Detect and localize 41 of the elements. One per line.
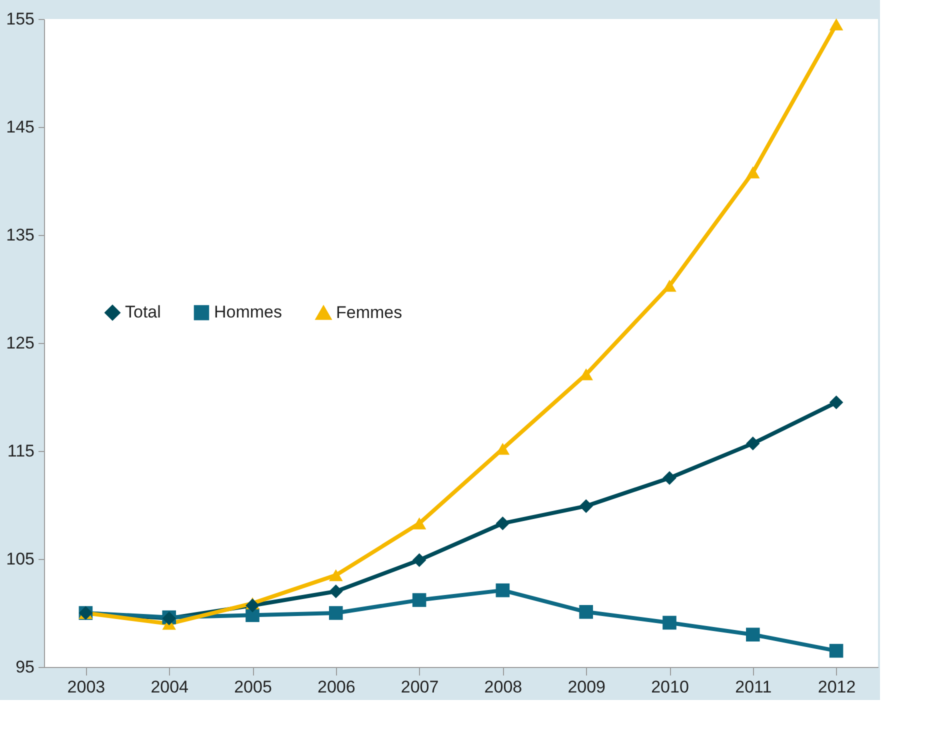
x-tick-label: 2006: [317, 678, 356, 696]
point: [579, 605, 593, 619]
point: [746, 436, 760, 450]
point: [496, 583, 510, 598]
legend-label: Total: [125, 302, 161, 322]
point: [662, 280, 676, 292]
y-tick-label: 125: [6, 334, 34, 352]
point: [496, 516, 510, 530]
y-tick-label: 135: [6, 226, 34, 244]
y-tick-label: 95: [16, 658, 34, 676]
point: [329, 569, 343, 582]
point: [746, 166, 760, 178]
legend-label: Hommes: [214, 302, 282, 322]
point: [829, 396, 844, 410]
x-tick-label: 2008: [484, 678, 522, 696]
x-tick-label: 2005: [234, 678, 272, 696]
point: [329, 584, 343, 598]
point: [579, 499, 593, 513]
x-tick-label: 2010: [651, 678, 689, 696]
x-tick-label: 2003: [67, 678, 106, 696]
point: [746, 628, 760, 642]
x-tick-label: 2004: [150, 678, 189, 696]
point: [662, 471, 676, 485]
y-tick-label: 105: [6, 550, 34, 568]
point: [412, 593, 426, 607]
point: [829, 18, 844, 30]
point: [412, 517, 426, 530]
point: [412, 553, 426, 567]
point: [246, 598, 260, 612]
point: [329, 606, 343, 620]
y-tick-label: 115: [7, 442, 34, 460]
point: [829, 644, 844, 658]
x-tick-label: 2007: [400, 678, 439, 696]
y-tick-label: 155: [6, 10, 34, 28]
x-tick-label: 2009: [568, 678, 606, 696]
point: [246, 608, 260, 622]
legend-label: Femmes: [336, 303, 402, 322]
point: [662, 616, 676, 630]
x-tick-label: 2011: [735, 678, 772, 696]
x-tick-label: 2012: [818, 678, 856, 696]
y-tick-label: 145: [6, 118, 34, 136]
